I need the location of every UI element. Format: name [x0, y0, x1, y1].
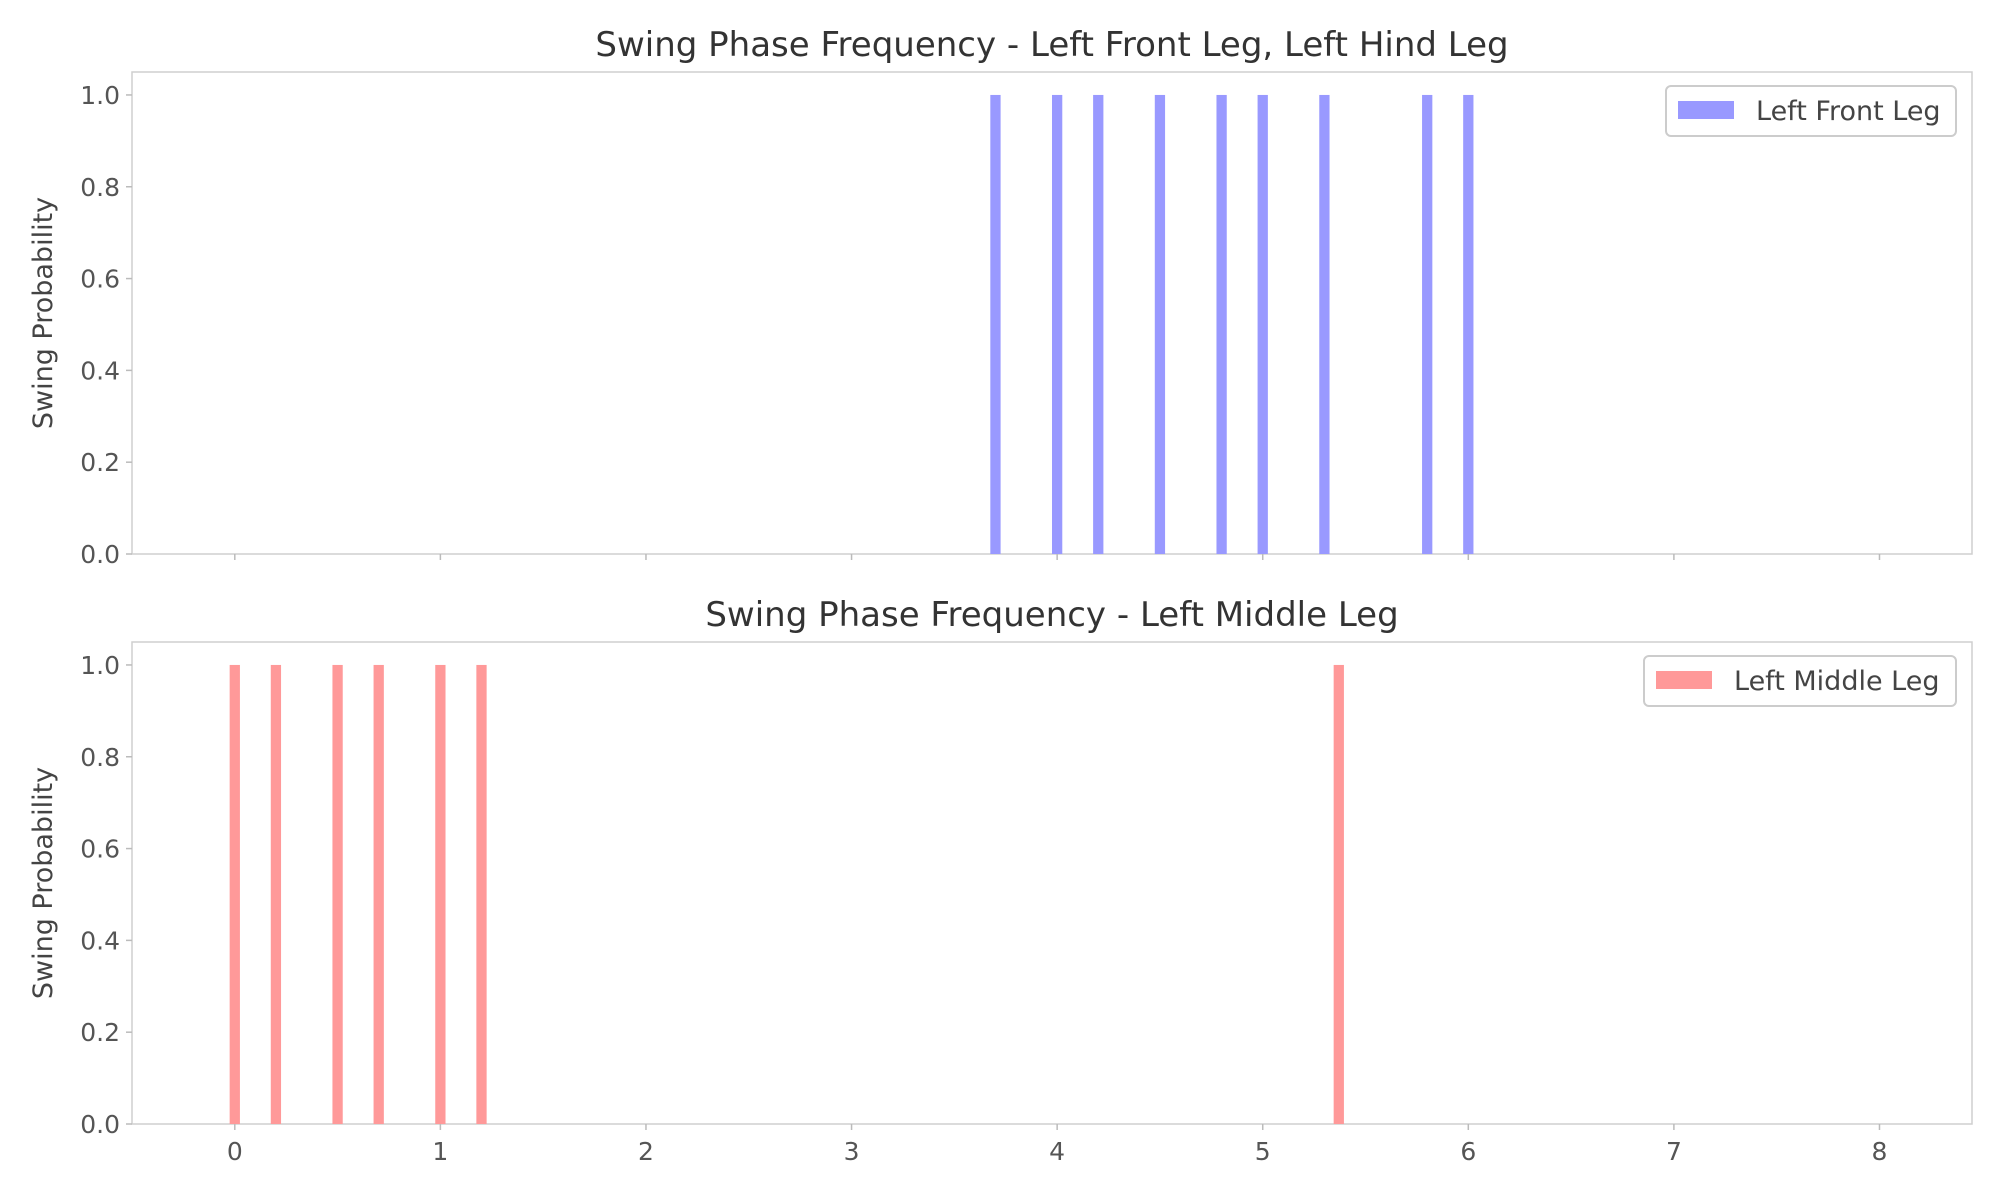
bar: [229, 664, 240, 1124]
legend-box: [1643, 655, 1957, 707]
plot-area: [131, 641, 1973, 1125]
bar: [270, 664, 282, 1124]
bar: [1463, 94, 1474, 554]
x-axis-ticks: [234, 554, 1881, 560]
y-axis-ticks: 0.0 0.2 0.4 0.6 0.8 1.0: [80, 651, 132, 1139]
legend-box: [1665, 85, 1957, 137]
x-tick-label: 6: [1460, 1137, 1476, 1166]
bar: [1093, 94, 1104, 554]
legend-swatch: [1656, 671, 1712, 689]
y-tick-label: 0.4: [80, 926, 120, 955]
x-tick-label: 3: [844, 1137, 860, 1166]
y-tick-label: 0.6: [80, 835, 120, 864]
bar: [1333, 664, 1344, 1124]
chart-title: Swing Phase Frequency - Left Front Leg, …: [595, 25, 1508, 65]
y-tick-label: 0.0: [80, 540, 120, 569]
y-tick-label: 1.0: [80, 81, 120, 110]
y-tick-label: 0.2: [80, 1018, 120, 1047]
y-tick-label: 0.0: [80, 1110, 120, 1139]
legend-label: Left Middle Leg: [1734, 666, 1939, 697]
bar: [1257, 94, 1268, 554]
chart-panel-1: Swing Phase Frequency - Left Front Leg, …: [28, 25, 1973, 569]
y-tick-label: 0.8: [80, 743, 120, 772]
chart-title: Swing Phase Frequency - Left Middle Leg: [705, 595, 1398, 635]
y-axis-ticks: 0.0 0.2 0.4 0.6 0.8 1.0: [80, 81, 132, 569]
y-axis-label: Swing Probability: [28, 767, 59, 999]
bar: [435, 664, 446, 1124]
bar: [990, 94, 1001, 554]
bars: [990, 94, 1474, 554]
legend-label: Left Front Leg: [1756, 96, 1941, 127]
chart-panel-2: Swing Phase Frequency - Left Middle Leg …: [28, 595, 1973, 1166]
x-tick-label: 0: [227, 1137, 243, 1166]
legend: Left Front Leg: [1665, 85, 1957, 137]
x-tick-label: 8: [1872, 1137, 1888, 1166]
x-tick-label: 7: [1666, 1137, 1682, 1166]
y-tick-label: 0.8: [80, 173, 120, 202]
y-tick-label: 0.2: [80, 448, 120, 477]
legend-swatch: [1678, 101, 1734, 119]
x-tick-label: 4: [1049, 1137, 1065, 1166]
bar: [1319, 94, 1330, 554]
x-tick-label: 5: [1255, 1137, 1271, 1166]
y-tick-label: 1.0: [80, 651, 120, 680]
legend: Left Middle Leg: [1643, 655, 1957, 707]
y-axis-label: Swing Probability: [28, 197, 59, 429]
x-tick-label: 2: [638, 1137, 654, 1166]
y-tick-label: 0.6: [80, 265, 120, 294]
bars: [229, 664, 1344, 1124]
bar: [373, 664, 384, 1124]
bar: [1154, 94, 1166, 554]
bar: [476, 664, 487, 1124]
y-tick-label: 0.4: [80, 356, 120, 385]
bar: [1052, 94, 1063, 554]
x-axis-ticks: 0 1 2 3 4 5 6 7 8: [227, 1124, 1888, 1166]
bar: [1422, 94, 1433, 554]
bar: [1216, 94, 1227, 554]
x-tick-label: 1: [432, 1137, 448, 1166]
bar: [332, 664, 343, 1124]
